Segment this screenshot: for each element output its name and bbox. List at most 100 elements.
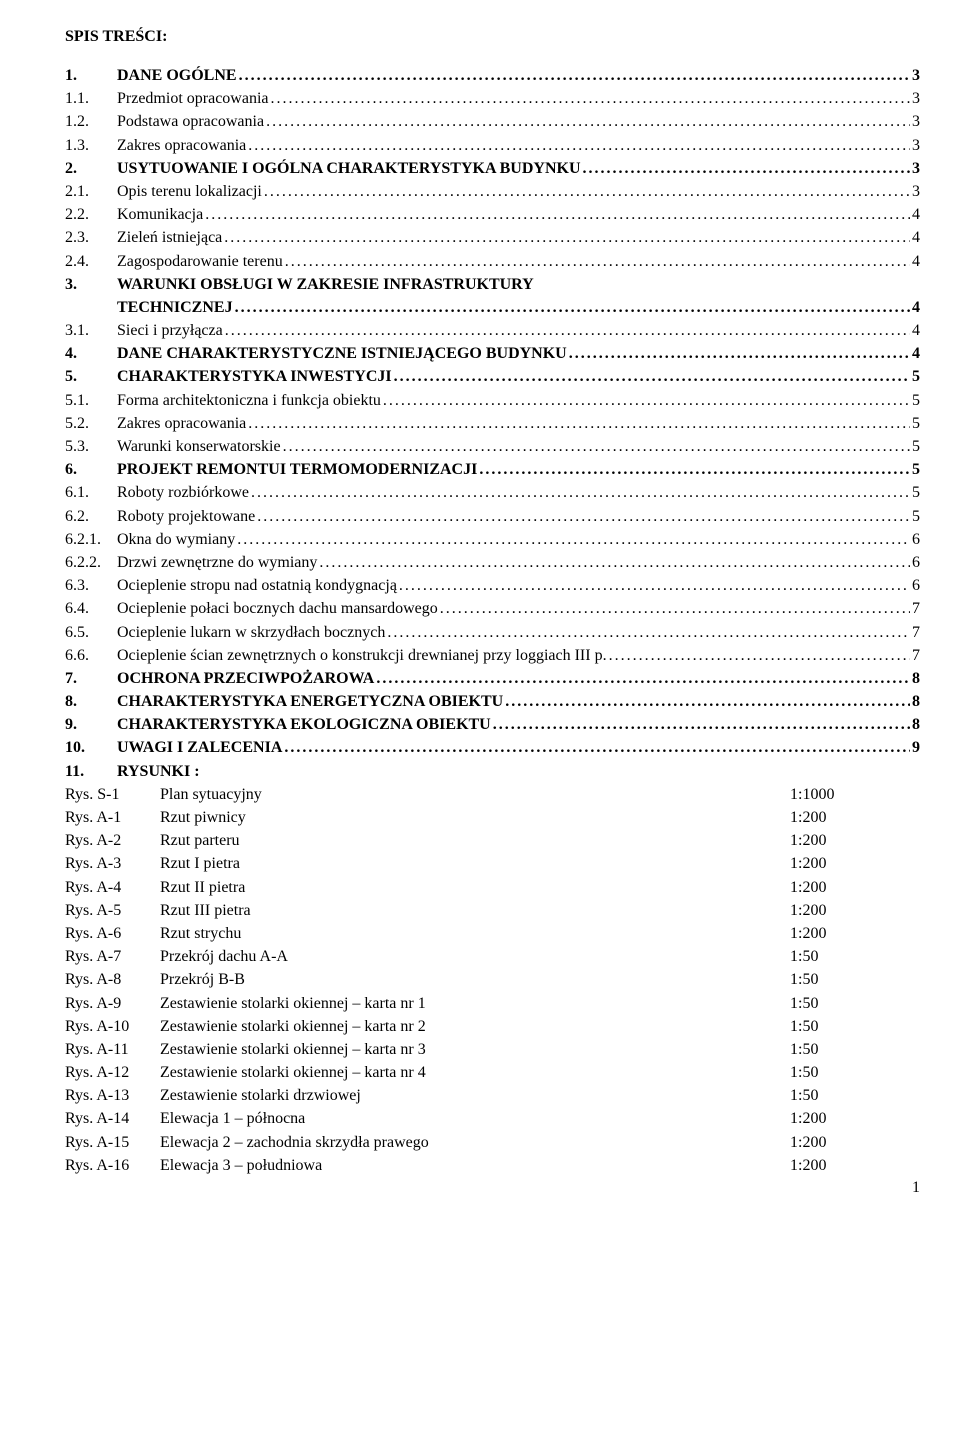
toc-text: Ocieplenie ścian zewnętrznych o konstruk…	[117, 644, 607, 667]
drawing-entry: Rys. A-14Elewacja 1 – północna1:200	[65, 1107, 920, 1130]
page-number: 1	[65, 1179, 920, 1197]
toc-text: USYTUOWANIE I OGÓLNA CHARAKTERYSTYKA BUD…	[117, 157, 581, 180]
drawing-description: Rzut parteru	[160, 829, 790, 852]
drawing-scale: 1:50	[790, 968, 920, 991]
toc-text: Ocieplenie połaci bocznych dachu mansard…	[117, 597, 438, 620]
toc-number: 8.	[65, 690, 117, 713]
toc-number: 6.2.2.	[65, 551, 117, 574]
drawing-entry: Rys. A-10Zestawienie stolarki okiennej –…	[65, 1015, 920, 1038]
toc-entry: 4.DANE CHARAKTERYSTYCZNE ISTNIEJĄCEGO BU…	[65, 342, 920, 365]
drawing-scale: 1:200	[790, 1154, 920, 1177]
toc-leader	[237, 528, 910, 551]
toc-leader	[479, 458, 910, 481]
toc-entry: 2.3.Zieleń istniejąca4	[65, 226, 920, 249]
toc-number: 9.	[65, 713, 117, 736]
toc-number: 11.	[65, 760, 117, 783]
toc-text: Warunki konserwatorskie	[117, 435, 281, 458]
toc-leader	[387, 621, 910, 644]
drawing-label: Rys. A-3	[65, 852, 160, 875]
toc-number: 2.	[65, 157, 117, 180]
toc-page: 7	[912, 644, 920, 667]
toc-number: 7.	[65, 667, 117, 690]
toc-entry: 6.2.1.Okna do wymiany6	[65, 528, 920, 551]
toc-leader	[505, 690, 910, 713]
drawing-scale: 1:50	[790, 992, 920, 1015]
toc-text: Zakres opracowania	[117, 412, 246, 435]
toc-entry: 1.1.Przedmiot opracowania3	[65, 87, 920, 110]
toc-entry: 3.1.Sieci i przyłącza4	[65, 319, 920, 342]
toc-leader	[284, 736, 910, 759]
toc-entry: 6.6.Ocieplenie ścian zewnętrznych o kons…	[65, 644, 920, 667]
toc-list: 1.DANE OGÓLNE31.1.Przedmiot opracowania3…	[65, 64, 920, 783]
drawing-scale: 1:200	[790, 922, 920, 945]
toc-number: 5.1.	[65, 389, 117, 412]
toc-number: 3.1.	[65, 319, 117, 342]
toc-leader	[224, 226, 910, 249]
toc-number: 6.5.	[65, 621, 117, 644]
toc-text: Drzwi zewnętrzne do wymiany	[117, 551, 317, 574]
toc-page: 4	[912, 250, 920, 273]
toc-entry: 2.1.Opis terenu lokalizacji3	[65, 180, 920, 203]
toc-number: 5.	[65, 365, 117, 388]
toc-number: 1.	[65, 64, 117, 87]
toc-page: 6	[912, 574, 920, 597]
toc-page: 4	[912, 296, 920, 319]
drawing-entry: Rys. A-5Rzut III pietra1:200	[65, 899, 920, 922]
drawing-scale: 1:50	[790, 1038, 920, 1061]
toc-text: OCHRONA PRZECIWPOŻAROWA	[117, 667, 374, 690]
drawing-label: Rys. A-1	[65, 806, 160, 829]
toc-entry: 8.CHARAKTERYSTYKA ENERGETYCZNA OBIEKTU8	[65, 690, 920, 713]
toc-entry: 5.1.Forma architektoniczna i funkcja obi…	[65, 389, 920, 412]
toc-leader	[205, 203, 910, 226]
drawing-scale: 1:50	[790, 945, 920, 968]
toc-text: TECHNICZNEJ	[117, 296, 233, 319]
toc-number: 6.2.1.	[65, 528, 117, 551]
drawing-label: Rys. A-10	[65, 1015, 160, 1038]
drawing-description: Elewacja 3 – południowa	[160, 1154, 790, 1177]
toc-page: 4	[912, 203, 920, 226]
toc-entry: 6.5.Ocieplenie lukarn w skrzydłach boczn…	[65, 621, 920, 644]
toc-leader	[239, 64, 910, 87]
toc-text: Sieci i przyłącza	[117, 319, 223, 342]
toc-text: Komunikacja	[117, 203, 203, 226]
drawing-entry: Rys. A-4Rzut II pietra1:200	[65, 876, 920, 899]
drawing-description: Plan sytuacyjny	[160, 783, 790, 806]
toc-text: Zieleń istniejąca	[117, 226, 222, 249]
toc-entry: 5.3.Warunki konserwatorskie5	[65, 435, 920, 458]
toc-page: 5	[912, 389, 920, 412]
drawing-label: Rys. A-2	[65, 829, 160, 852]
toc-number: 2.2.	[65, 203, 117, 226]
toc-page: 3	[912, 64, 920, 87]
toc-entry: 10.UWAGI I ZALECENIA9	[65, 736, 920, 759]
toc-text: RYSUNKI :	[117, 760, 200, 783]
toc-text: Zakres opracowania	[117, 134, 246, 157]
toc-leader	[376, 667, 910, 690]
drawings-list: Rys. S-1Plan sytuacyjny1:1000Rys. A-1Rzu…	[65, 783, 920, 1177]
toc-text: CHARAKTERYSTYKA ENERGETYCZNA OBIEKTU	[117, 690, 503, 713]
drawing-scale: 1:200	[790, 899, 920, 922]
toc-text: Roboty projektowane	[117, 505, 255, 528]
drawing-label: Rys. A-14	[65, 1107, 160, 1130]
drawing-scale: 1:200	[790, 852, 920, 875]
drawing-description: Rzut strychu	[160, 922, 790, 945]
drawing-label: Rys. A-13	[65, 1084, 160, 1107]
drawing-scale: 1:200	[790, 1131, 920, 1154]
toc-page: 6	[912, 551, 920, 574]
toc-leader	[394, 365, 910, 388]
drawing-description: Przekrój dachu A-A	[160, 945, 790, 968]
toc-page: 6	[912, 528, 920, 551]
drawing-description: Rzut I pietra	[160, 852, 790, 875]
drawing-label: Rys. A-11	[65, 1038, 160, 1061]
toc-title: SPIS TREŚCI:	[65, 28, 920, 46]
toc-page: 7	[912, 597, 920, 620]
toc-page: 3	[912, 110, 920, 133]
toc-text: WARUNKI OBSŁUGI W ZAKRESIE INFRASTRUKTUR…	[117, 273, 534, 296]
toc-entry: 6.2.2.Drzwi zewnętrzne do wymiany 6	[65, 551, 920, 574]
toc-page: 8	[912, 713, 920, 736]
toc-entry: 11.RYSUNKI :	[65, 760, 920, 783]
toc-number: 6.6.	[65, 644, 117, 667]
toc-leader	[264, 180, 910, 203]
drawing-scale: 1:200	[790, 806, 920, 829]
toc-page: 5	[912, 412, 920, 435]
toc-number: 6.	[65, 458, 117, 481]
